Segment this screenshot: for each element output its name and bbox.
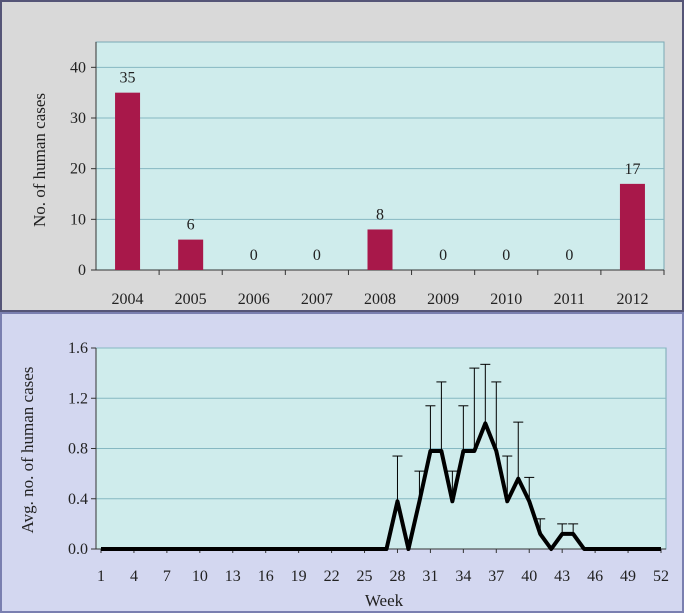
line-x-tick-label: 7 (163, 568, 171, 585)
line-y-tick-label: 1.6 (68, 340, 88, 357)
bar-data-label: 0 (439, 247, 447, 264)
bar-data-label: 35 (120, 70, 136, 87)
bar-x-tick-label: 2009 (427, 291, 459, 308)
line-x-tick-label: 40 (521, 568, 537, 585)
bar-x-tick-label: 2012 (616, 291, 648, 308)
bar-plot-area (95, 41, 665, 271)
line-chart-x-axis-title: Week (365, 591, 404, 610)
line-y-tick-label: 1.2 (68, 390, 88, 407)
line-y-tick-label: 0.8 (68, 441, 88, 458)
line-y-tick-label: 0.4 (68, 491, 88, 508)
bar-data-label: 17 (624, 161, 640, 178)
bar-chart-y-axis-title: No. of human cases (30, 93, 49, 227)
series-line (101, 421, 661, 551)
bar-data-label: 0 (313, 247, 321, 264)
line-y-tick-label: 0.0 (68, 541, 88, 558)
bar-y-tick-label: 30 (70, 110, 86, 127)
bar-x-tick-label: 2005 (175, 291, 207, 308)
line-x-tick-label: 37 (488, 568, 504, 585)
bar-x-tick-label: 2006 (238, 291, 270, 308)
bar-x-tick-label: 2004 (112, 291, 144, 308)
bar-data-label: 6 (187, 217, 195, 234)
line-x-tick-label: 46 (587, 568, 603, 585)
bar (115, 92, 141, 271)
line-x-tick-label: 31 (422, 568, 438, 585)
bar-data-label: 0 (250, 247, 258, 264)
line-x-tick-label: 25 (357, 568, 373, 585)
line-x-tick-label: 13 (225, 568, 241, 585)
bar (619, 183, 645, 270)
line-x-tick-label: 28 (389, 568, 405, 585)
line-x-tick-label: 1 (97, 568, 105, 585)
line-chart: 0.0 0.4 0.8 1.2 1.6 1 4 7 10 13 16 19 22 25 28 31 34 37 40… (68, 340, 669, 585)
bar-x-tick-label: 2008 (364, 291, 396, 308)
line-x-tick-label: 16 (258, 568, 274, 585)
line-x-tick-label: 19 (291, 568, 307, 585)
bar-data-label: 0 (502, 247, 510, 264)
line-x-tick-label: 49 (620, 568, 636, 585)
bar-chart: 0 10 20 30 40 35 2004 6 2005 0 2006 0 2007 8 2008 0 2009… (70, 41, 665, 308)
bar-x-tick-label: 2010 (490, 291, 522, 308)
line-x-tick-label: 22 (324, 568, 340, 585)
line-x-tick-label: 43 (554, 568, 570, 585)
bar-x-tick-label: 2011 (554, 291, 585, 308)
line-x-tick-label: 4 (130, 568, 138, 585)
bar-y-tick-label: 0 (78, 262, 86, 279)
line-chart-y-axis-title: Avg. no. of human cases (18, 367, 37, 534)
bar-y-tick-label: 40 (70, 59, 86, 76)
line-x-tick-label: 52 (653, 568, 669, 585)
bar-data-label: 0 (565, 247, 573, 264)
line-x-tick-label: 34 (455, 568, 471, 585)
bar-data-label: 8 (376, 206, 384, 223)
bar-y-tick-label: 10 (70, 211, 86, 228)
bar-y-tick-label: 20 (70, 161, 86, 178)
bar-x-tick-label: 2007 (301, 291, 333, 308)
line-x-tick-label: 10 (192, 568, 208, 585)
bar (178, 239, 204, 270)
bar (367, 229, 393, 270)
